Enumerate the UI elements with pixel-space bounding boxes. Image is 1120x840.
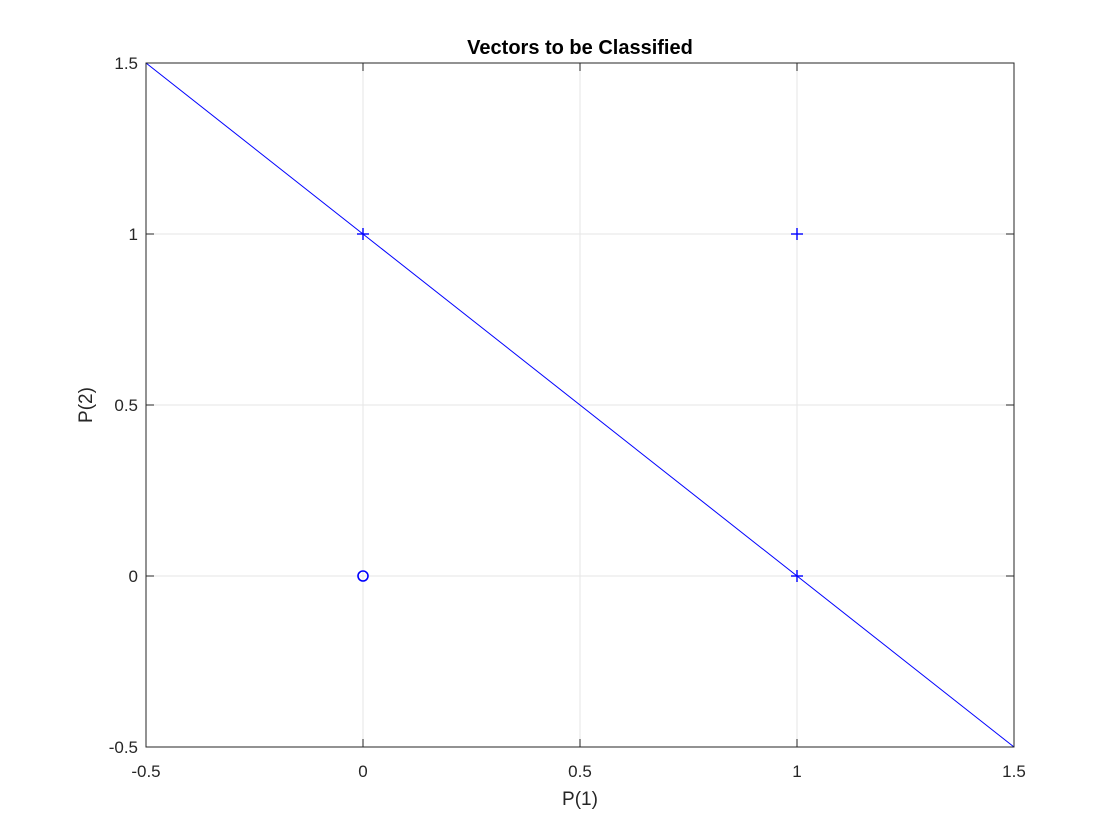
markers	[357, 228, 803, 582]
x-tick-label: 0.5	[568, 762, 592, 781]
plus-marker	[357, 228, 369, 240]
chart-title: Vectors to be Classified	[467, 37, 693, 59]
decision-line-layer	[145, 62, 1015, 748]
y-tick-label: 0	[129, 567, 138, 586]
y-tick-label: 1.5	[114, 54, 138, 73]
plus-marker	[791, 570, 803, 582]
ticks: -0.5 0 0.5 1 1.5 -0.5 0 0.5 1 1.5	[109, 54, 1026, 781]
x-tick-label: -0.5	[131, 762, 160, 781]
plus-marker	[791, 228, 803, 240]
x-tick-label: 0	[358, 762, 367, 781]
decision-boundary-line	[145, 62, 1015, 748]
y-tick-label: 0.5	[114, 396, 138, 415]
y-tick-label: -0.5	[109, 738, 138, 757]
x-tick-label: 1.5	[1002, 762, 1026, 781]
y-tick-label: 1	[129, 225, 138, 244]
y-axis-label: P(2)	[76, 387, 97, 423]
x-axis-label: P(1)	[562, 789, 598, 810]
circle-marker	[357, 570, 369, 582]
x-tick-label: 1	[792, 762, 801, 781]
